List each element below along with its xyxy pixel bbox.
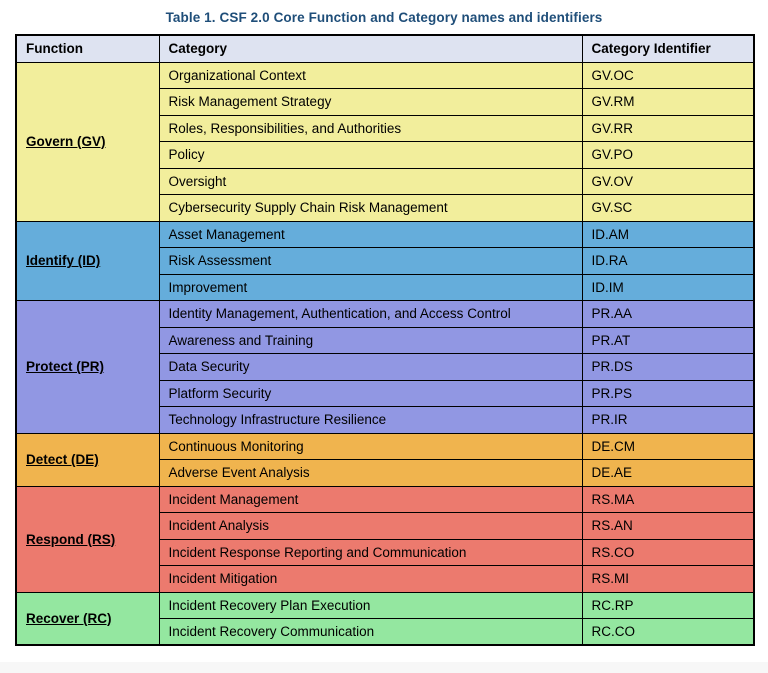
category-identifier-cell: ID.AM — [581, 220, 755, 248]
category-identifier-cell: ID.IM — [581, 273, 755, 301]
function-label: Recover (RC) — [26, 610, 112, 626]
category-identifier-cell: GV.PO — [581, 141, 755, 169]
function-label: Respond (RS) — [26, 531, 116, 547]
category-identifier-cell: PR.IR — [581, 406, 755, 434]
category-identifier-cell: PR.PS — [581, 379, 755, 407]
table-row: Risk Management Strategy GV.RM — [16, 88, 755, 116]
category-identifier-cell: GV.SC — [581, 194, 755, 222]
table-row: Incident Mitigation RS.MI — [16, 565, 755, 593]
category-identifier-cell: PR.AA — [581, 300, 755, 328]
category-identifier-cell: GV.OC — [581, 61, 755, 89]
header-row: Function Category Category Identifier — [15, 34, 755, 63]
category-identifier-cell: RS.MI — [581, 565, 755, 593]
function-cell: Identify (ID) — [15, 220, 160, 301]
category-cell: Incident Management — [158, 485, 583, 513]
category-cell: Data Security — [158, 353, 583, 381]
category-cell: Adverse Event Analysis — [158, 459, 583, 487]
column-header-category: Category — [158, 34, 583, 63]
category-identifier-cell: DE.CM — [581, 432, 755, 460]
category-cell: Cybersecurity Supply Chain Risk Manageme… — [158, 194, 583, 222]
table-row: Respond (RS) Incident Management RS.MA — [15, 485, 755, 593]
category-cell: Technology Infrastructure Resilience — [158, 406, 583, 434]
table-caption: Table 1. CSF 2.0 Core Function and Categ… — [165, 10, 603, 25]
category-cell: Incident Analysis — [158, 512, 583, 540]
category-cell: Risk Assessment — [158, 247, 583, 275]
category-identifier-cell: RC.RP — [581, 591, 755, 619]
category-identifier-cell: RS.MA — [581, 485, 755, 513]
column-header-function: Function — [15, 34, 160, 63]
function-cell: Govern (GV) — [15, 61, 160, 222]
category-cell: Identity Management, Authentication, and… — [158, 300, 583, 328]
table-row: Govern (GV) Organizational Context GV.OC — [15, 61, 755, 222]
table-row: Platform Security PR.PS — [16, 379, 755, 407]
category-identifier-cell: RS.CO — [581, 538, 755, 566]
category-cell: Asset Management — [158, 220, 583, 248]
csf-core-table: Function Category Category Identifier Go… — [15, 34, 755, 646]
category-identifier-cell: PR.AT — [581, 326, 755, 354]
category-identifier-cell: GV.RR — [581, 114, 755, 142]
category-cell: Platform Security — [158, 379, 583, 407]
function-label: Protect (PR) — [26, 359, 105, 375]
category-cell: Incident Mitigation — [158, 565, 583, 593]
table-row: Roles, Responsibilities, and Authorities… — [16, 114, 755, 142]
category-cell: Incident Response Reporting and Communic… — [158, 538, 583, 566]
category-identifier-cell: RS.AN — [581, 512, 755, 540]
table-row: Recover (RC) Incident Recovery Plan Execu… — [15, 591, 755, 646]
function-cell: Protect (PR) — [15, 300, 160, 434]
table-row: Identify (ID) Asset Management ID.AM — [15, 220, 755, 301]
category-cell: Improvement — [158, 273, 583, 301]
category-cell: Risk Management Strategy — [158, 88, 583, 116]
category-identifier-cell: RC.CO — [581, 618, 755, 646]
category-identifier-cell: PR.DS — [581, 353, 755, 381]
page-bottom-margin — [0, 662, 768, 673]
function-label: Identify (ID) — [26, 253, 101, 269]
category-cell: Oversight — [158, 167, 583, 195]
category-cell: Awareness and Training — [158, 326, 583, 354]
category-cell: Policy — [158, 141, 583, 169]
table-row: Detect (DE) Continuous Monitoring DE.CM — [15, 432, 755, 487]
category-identifier-cell: GV.OV — [581, 167, 755, 195]
category-cell: Incident Recovery Communication — [158, 618, 583, 646]
function-cell: Detect (DE) — [15, 432, 160, 487]
category-cell: Organizational Context — [158, 61, 583, 89]
table-row: Awareness and Training PR.AT — [16, 326, 755, 354]
column-header-category-identifier: Category Identifier — [581, 34, 755, 63]
category-cell: Continuous Monitoring — [158, 432, 583, 460]
table-row: Protect (PR) Identity Management, Authent… — [15, 300, 755, 434]
category-cell: Incident Recovery Plan Execution — [158, 591, 583, 619]
category-identifier-cell: DE.AE — [581, 459, 755, 487]
category-cell: Roles, Responsibilities, and Authorities — [158, 114, 583, 142]
category-identifier-cell: ID.RA — [581, 247, 755, 275]
function-cell: Respond (RS) — [15, 485, 160, 593]
function-label: Detect (DE) — [26, 452, 99, 467]
category-identifier-cell: GV.RM — [581, 88, 755, 116]
function-cell: Recover (RC) — [15, 591, 160, 646]
table-row: Risk Assessment ID.RA — [16, 247, 755, 275]
function-label: Govern (GV) — [26, 134, 106, 149]
table-body: Govern (GV) Organizational Context GV.OC Ri… — [15, 61, 755, 646]
